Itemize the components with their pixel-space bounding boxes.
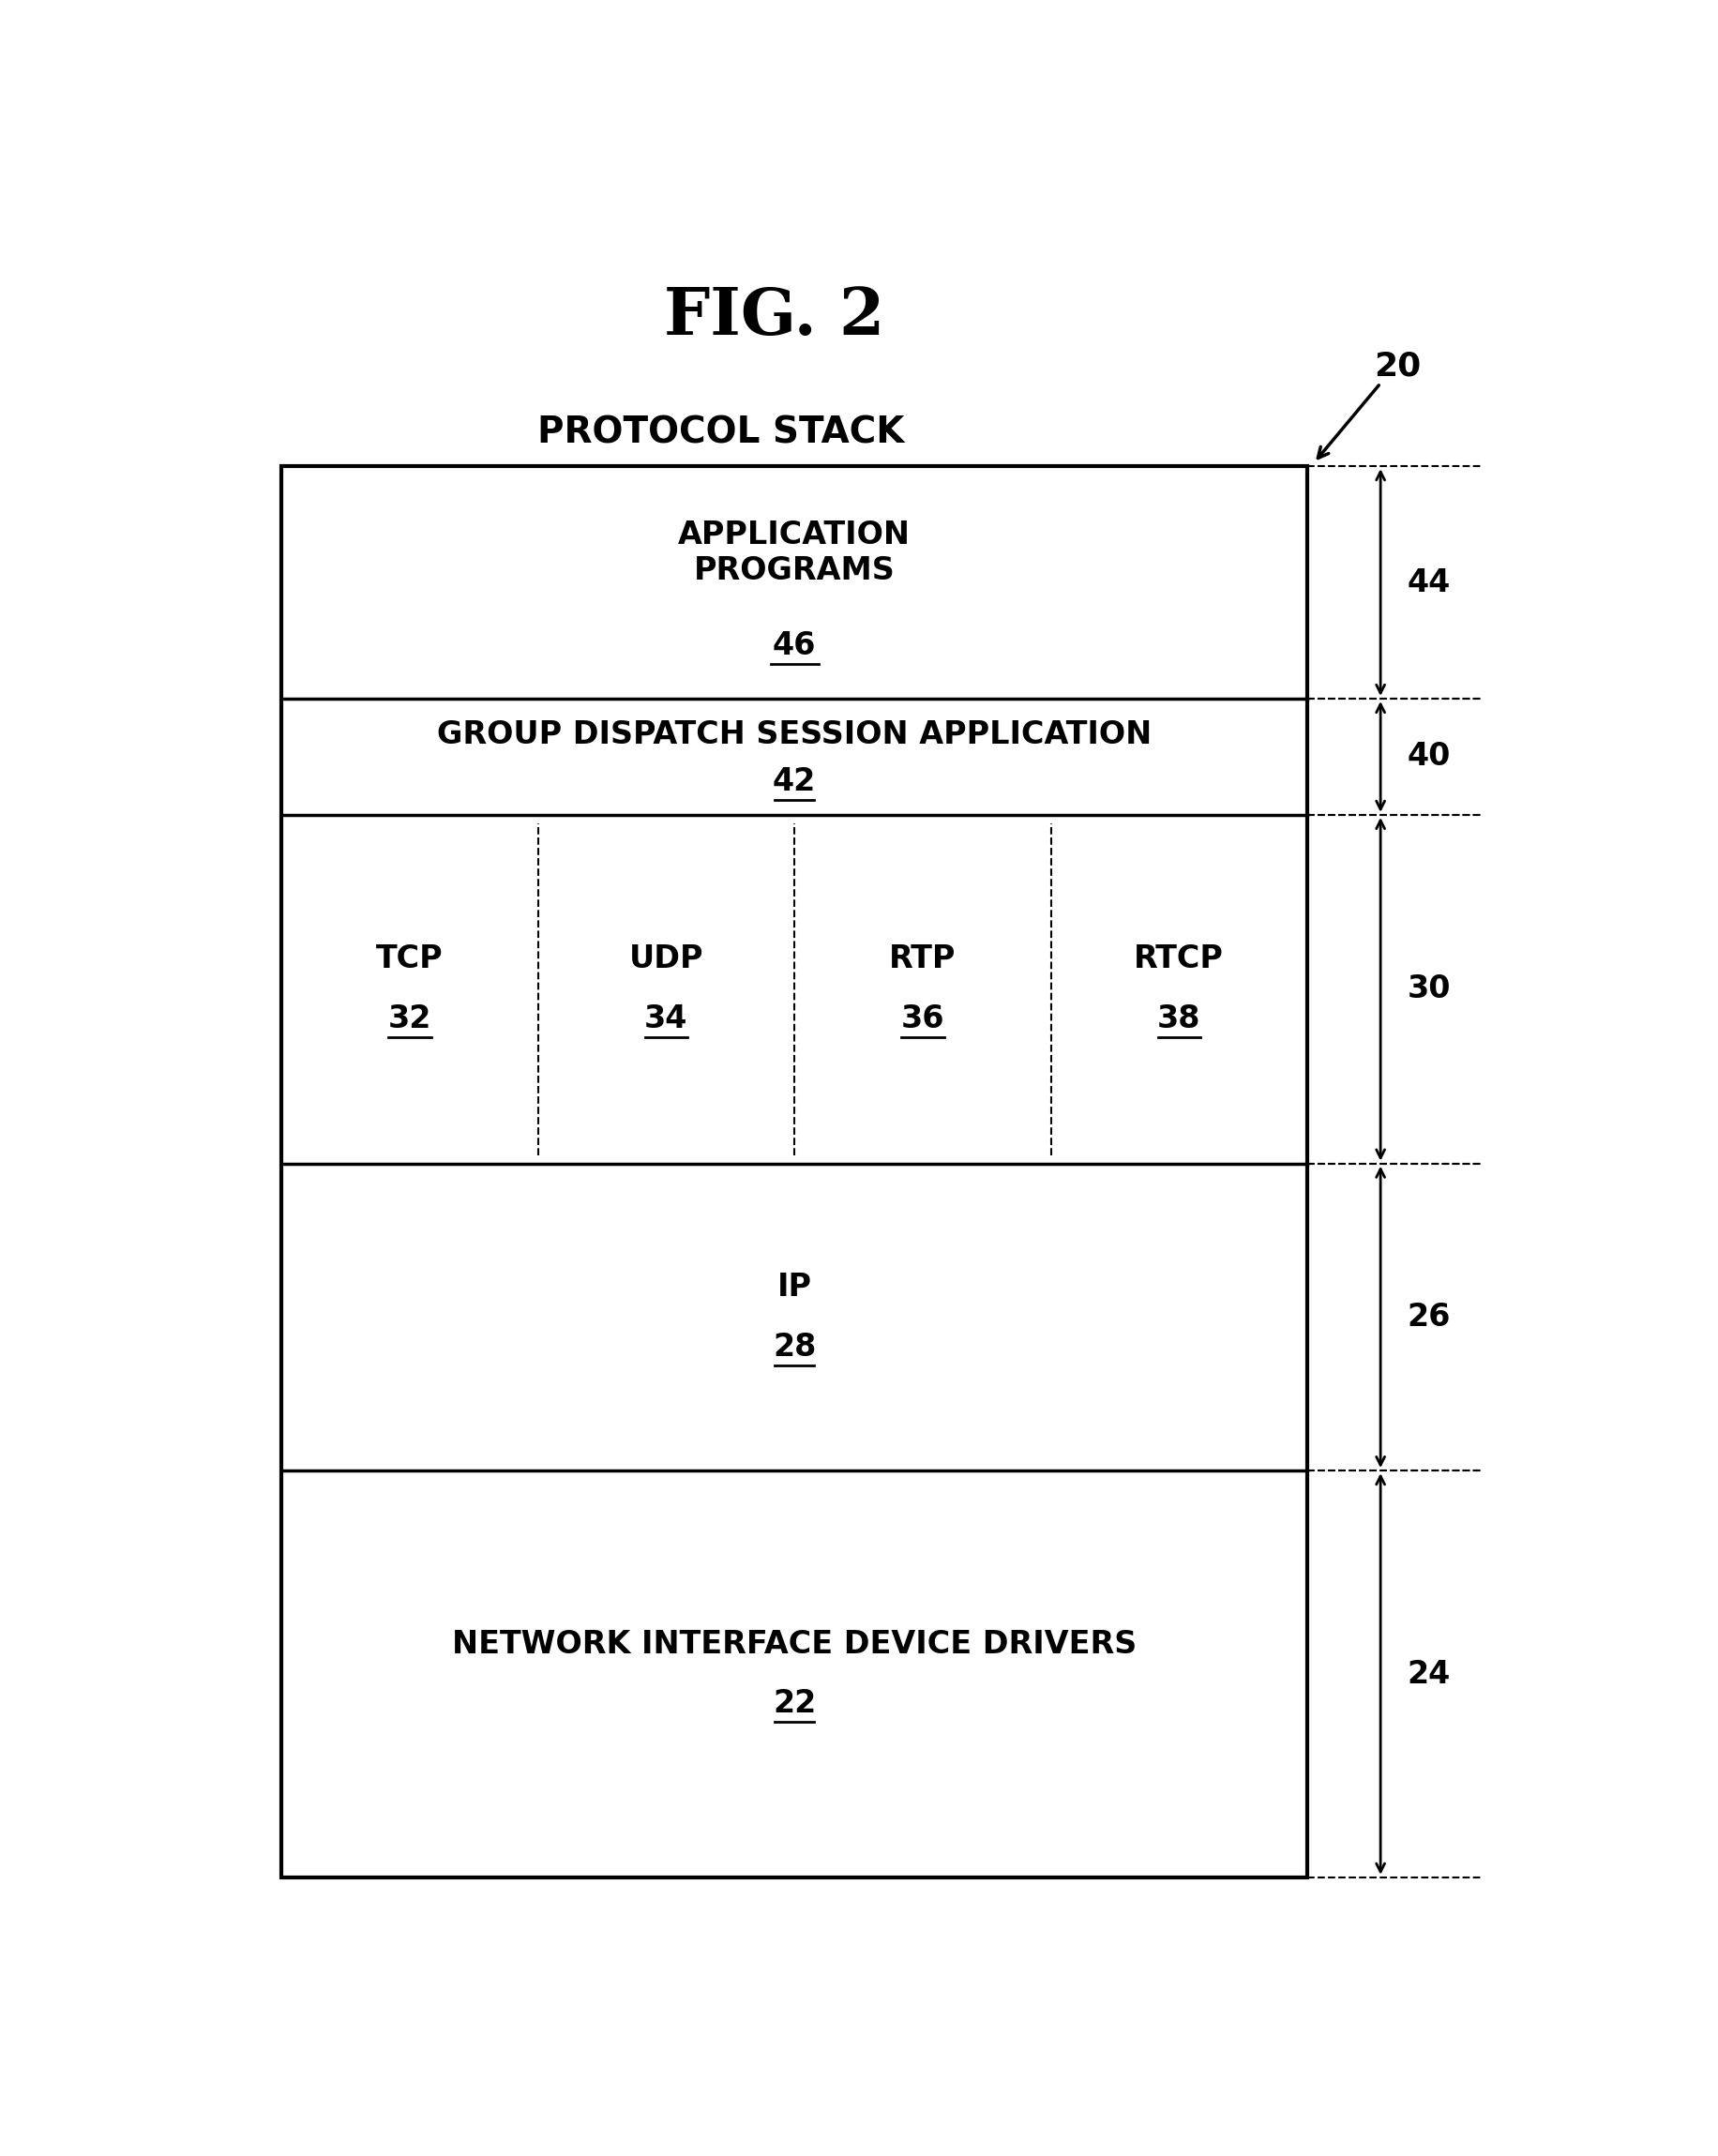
Text: TCP: TCP [376, 944, 443, 975]
Text: 38: 38 [1156, 1003, 1201, 1035]
Text: 36: 36 [900, 1003, 943, 1035]
Text: 40: 40 [1407, 742, 1450, 772]
Text: 32: 32 [388, 1003, 431, 1035]
Text: RTP: RTP [888, 944, 955, 975]
Text: 42: 42 [773, 765, 816, 798]
Text: FIG. 2: FIG. 2 [663, 285, 885, 349]
Text: IP: IP [777, 1272, 811, 1302]
Text: 28: 28 [771, 1332, 816, 1363]
Text: 22: 22 [773, 1688, 816, 1718]
Text: RTCP: RTCP [1134, 944, 1223, 975]
Text: 30: 30 [1407, 975, 1450, 1005]
Text: NETWORK INTERFACE DEVICE DRIVERS: NETWORK INTERFACE DEVICE DRIVERS [452, 1628, 1136, 1660]
Text: 24: 24 [1407, 1658, 1450, 1690]
Text: 46: 46 [771, 630, 816, 662]
Bar [282, 466, 1306, 1878]
Text: 26: 26 [1407, 1302, 1450, 1332]
Text: UDP: UDP [629, 944, 703, 975]
Text: 20: 20 [1373, 351, 1421, 382]
Text: GROUP DISPATCH SESSION APPLICATION: GROUP DISPATCH SESSION APPLICATION [436, 720, 1151, 750]
Text: 34: 34 [644, 1003, 687, 1035]
Text: 44: 44 [1407, 567, 1450, 597]
Text: APPLICATION
PROGRAMS: APPLICATION PROGRAMS [677, 520, 911, 586]
Text: PROTOCOL STACK: PROTOCOL STACK [538, 416, 904, 451]
